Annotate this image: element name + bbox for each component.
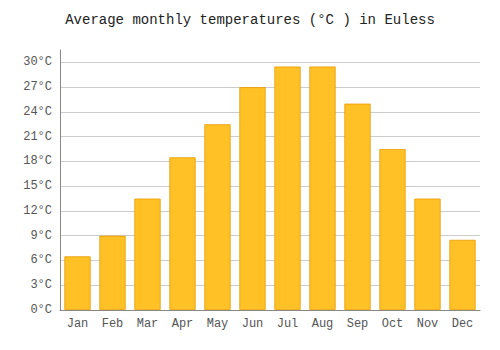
svg-text:27°C: 27°C <box>23 80 52 94</box>
svg-text:Jul: Jul <box>277 317 299 331</box>
svg-text:30°C: 30°C <box>23 55 52 69</box>
svg-text:21°C: 21°C <box>23 130 52 144</box>
svg-text:24°C: 24°C <box>23 105 52 119</box>
svg-text:12°C: 12°C <box>23 204 52 218</box>
svg-text:9°C: 9°C <box>30 229 52 243</box>
svg-text:15°C: 15°C <box>23 179 52 193</box>
svg-text:Sep: Sep <box>347 317 369 331</box>
svg-text:Oct: Oct <box>382 317 404 331</box>
svg-text:Aug: Aug <box>312 317 334 331</box>
svg-text:Dec: Dec <box>452 317 474 331</box>
svg-text:3°C: 3°C <box>30 278 52 292</box>
svg-text:18°C: 18°C <box>23 154 52 168</box>
svg-text:Apr: Apr <box>172 317 194 331</box>
svg-text:May: May <box>207 317 229 331</box>
svg-text:Feb: Feb <box>102 317 124 331</box>
svg-text:Nov: Nov <box>417 317 439 331</box>
svg-text:Jun: Jun <box>242 317 264 331</box>
svg-text:6°C: 6°C <box>30 253 52 267</box>
svg-text:Average monthly temperatures (: Average monthly temperatures (°C ) in Eu… <box>65 12 435 28</box>
svg-text:0°C: 0°C <box>30 303 52 317</box>
svg-text:Jan: Jan <box>67 317 89 331</box>
svg-text:Mar: Mar <box>137 317 159 331</box>
